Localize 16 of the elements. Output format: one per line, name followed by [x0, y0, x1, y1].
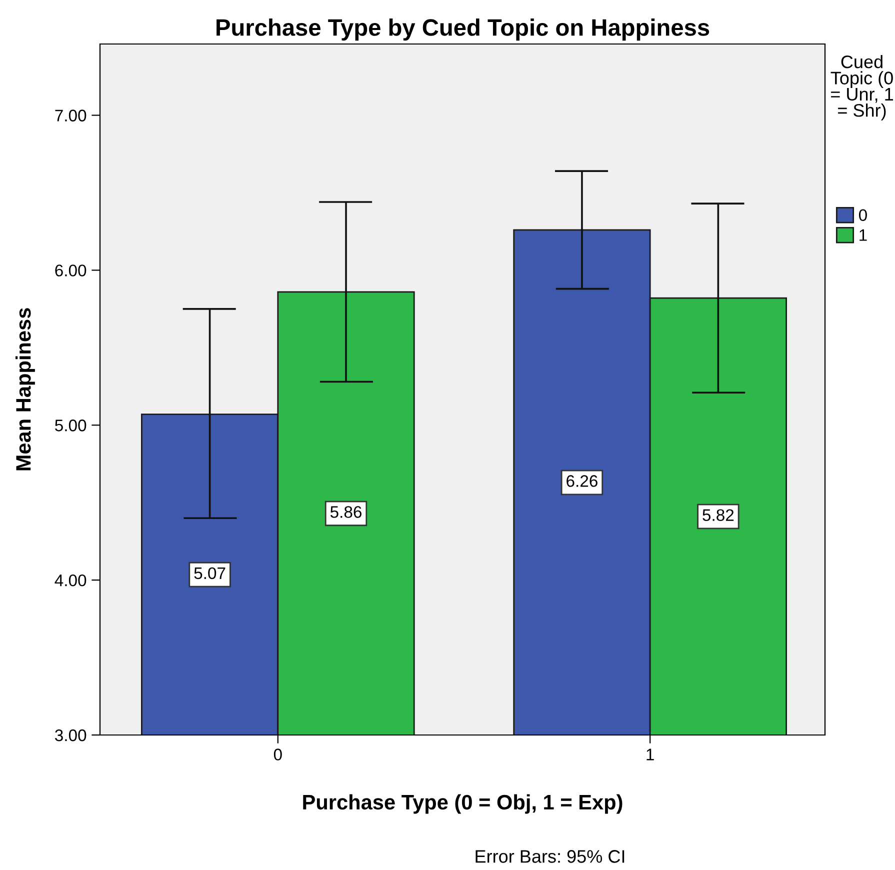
data-label: 5.07 — [194, 567, 226, 580]
legend-label: 1 — [860, 229, 867, 241]
y-axis-title: Mean Happiness — [16, 308, 35, 470]
y-tick-label: 4.00 — [54, 574, 86, 586]
y-tick-label: 7.00 — [55, 110, 86, 122]
y-tick-label: 3.00 — [55, 729, 86, 742]
text: Error Bars: 95% CI — [476, 850, 624, 863]
data-label: 6.26 — [566, 475, 598, 487]
data-label: 5.86 — [330, 506, 362, 518]
chart-title: Purchase Type by Cued Topic on Happiness — [216, 18, 710, 41]
legend-label: 0 — [858, 209, 867, 222]
y-tick-label: 5.00 — [55, 420, 86, 432]
x-axis-title: Purchase Type (0 = Obj, 1 = Exp) — [303, 794, 622, 814]
data-label: 5.82 — [702, 509, 734, 522]
y-tick-label: 6.00 — [55, 264, 86, 276]
legend-title: Cued Topic (0 = Unr, 1 = Shr) — [830, 55, 893, 120]
